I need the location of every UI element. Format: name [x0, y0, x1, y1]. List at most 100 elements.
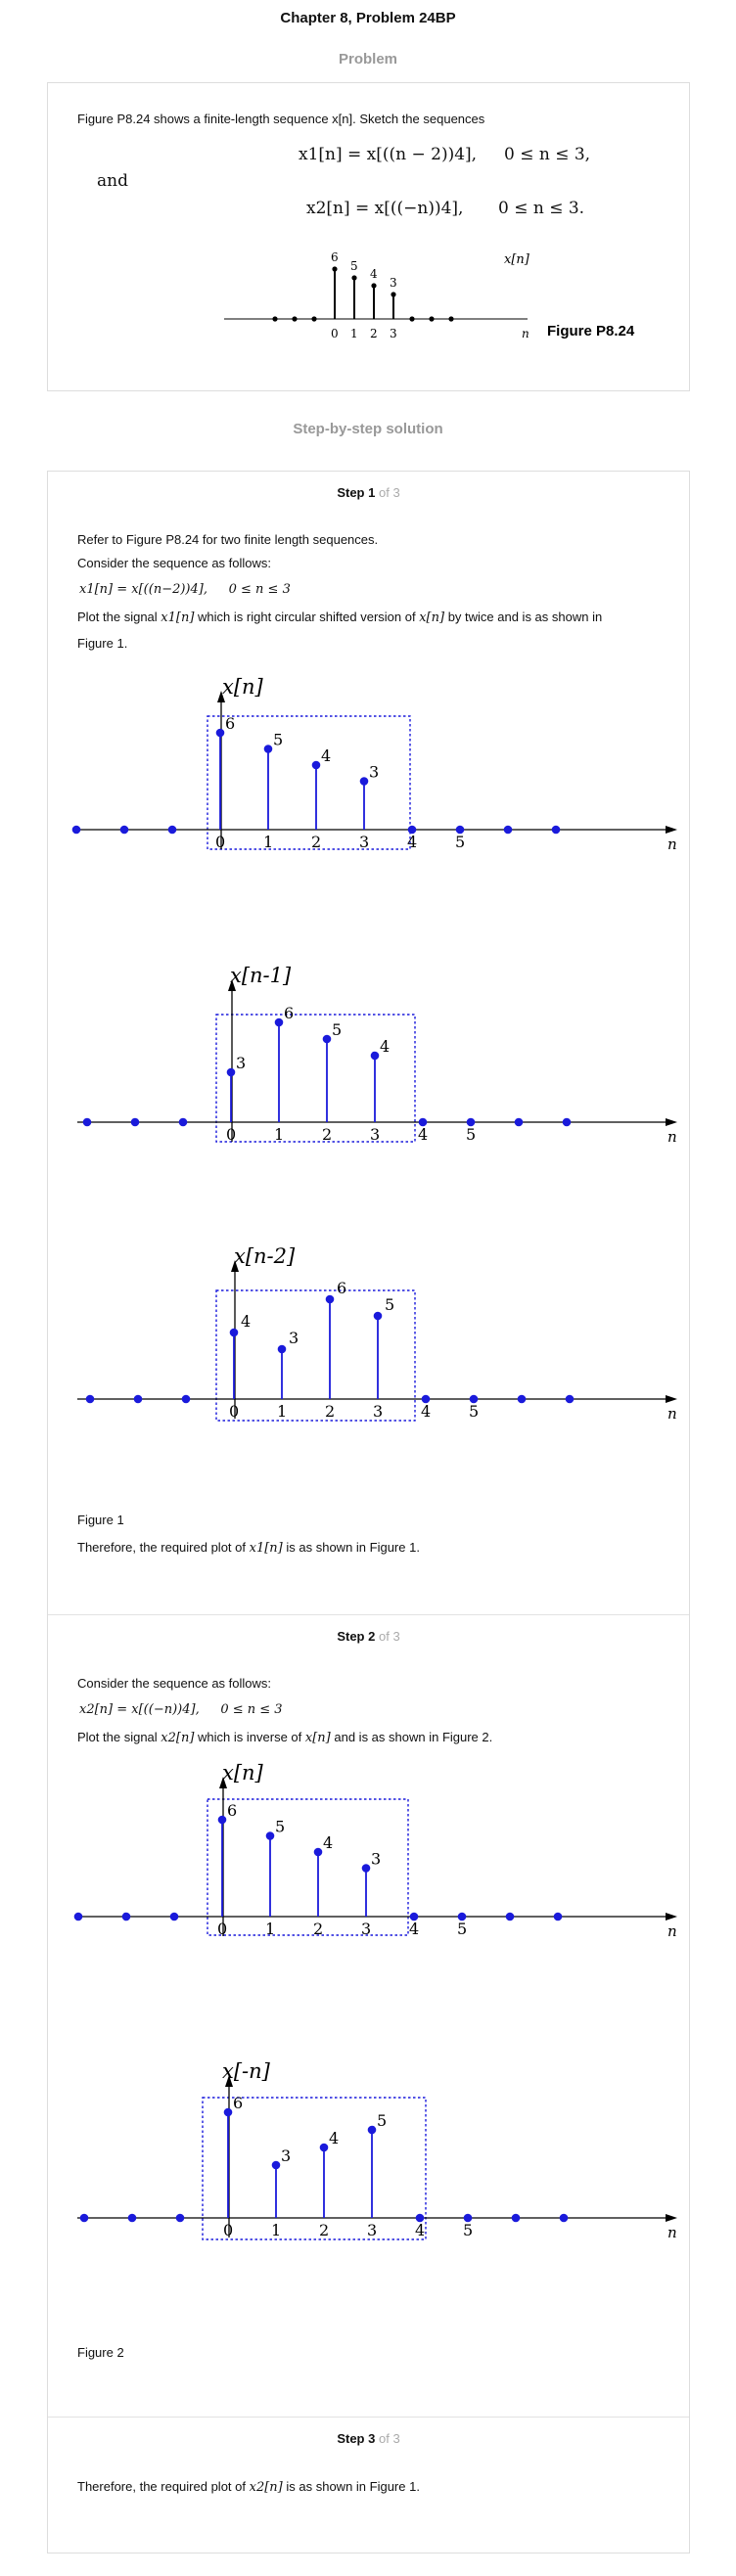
stem-point — [469, 1394, 479, 1404]
page-title: Chapter 8, Problem 24BP — [280, 10, 456, 26]
problem-eq1: x1[n] = x[((n − 2))4], — [299, 145, 478, 164]
tick-label: 1 — [271, 2221, 281, 2239]
stem-point — [421, 1394, 431, 1404]
step1-title: Step 1 of 3 — [337, 485, 400, 500]
step-divider — [48, 2417, 689, 2418]
period-box — [215, 1014, 416, 1143]
problem-value-label: 3 — [390, 276, 397, 290]
stem-point — [551, 825, 561, 835]
stem-point — [311, 760, 321, 770]
problem-zero-dot — [292, 316, 298, 322]
value-label: 6 — [284, 1004, 294, 1022]
stem-point — [319, 2143, 329, 2152]
plot-title: x[n] — [222, 1763, 264, 1785]
stem-point — [167, 825, 177, 835]
period-box — [207, 1798, 409, 1936]
tick-label: 3 — [361, 1920, 371, 1938]
x-axis-arrow — [666, 1913, 677, 1921]
step2-equation: x2[n] = x[((−n))4], 0 ≤ n ≤ 3 — [79, 1702, 283, 1717]
stem-point — [373, 1311, 383, 1321]
period-box — [202, 2097, 427, 2240]
step2-title: Step 2 of 3 — [337, 1629, 400, 1644]
stem-point — [562, 1117, 572, 1127]
problem-tick: 3 — [390, 327, 397, 340]
problem-stem-dot-1 — [351, 275, 357, 281]
tick-label: 1 — [263, 833, 273, 851]
problem-tick: 1 — [350, 327, 358, 340]
x-axis-arrow — [666, 826, 677, 834]
value-label: 4 — [323, 1833, 333, 1852]
x-axis-label: n — [667, 2224, 677, 2241]
y-axis-arrow — [219, 1777, 227, 1788]
problem-value-label: 6 — [331, 250, 339, 264]
stem-point — [277, 1344, 287, 1354]
value-label: 3 — [369, 763, 379, 782]
problem-stem-dot-3 — [391, 292, 396, 297]
stem-point — [73, 1912, 83, 1921]
stem-point — [133, 1394, 143, 1404]
stem-point — [121, 1912, 131, 1921]
problem-tick: 0 — [331, 327, 339, 340]
tick-label: 2 — [325, 1402, 335, 1421]
stem-point — [226, 1067, 236, 1077]
period-box — [207, 715, 411, 850]
stem-point — [82, 1117, 92, 1127]
problem-value-label: 5 — [350, 259, 358, 273]
stem-point — [415, 2213, 425, 2223]
plot-title: x[n-2] — [234, 1246, 296, 1268]
plot-title: x[-n] — [222, 2061, 271, 2083]
step1-p3: Plot the signal x1[n] which is right cir… — [77, 610, 603, 625]
stem-point — [181, 1394, 191, 1404]
stem-point — [455, 825, 465, 835]
x-axis-label: n — [667, 1922, 677, 1940]
value-label: 6 — [233, 2094, 243, 2112]
y-axis-arrow — [225, 2075, 233, 2087]
stem-point — [511, 2213, 521, 2223]
step1-p1: Refer to Figure P8.24 for two finite len… — [77, 532, 379, 547]
step1-p2: Consider the sequence as follows: — [77, 556, 272, 570]
tick-label: 0 — [223, 2221, 233, 2239]
value-label: 6 — [227, 1801, 237, 1820]
stem-point — [263, 745, 273, 753]
problem-and: and — [97, 171, 128, 191]
tick-label: 4 — [409, 1920, 419, 1938]
figure2-plot-x: n x[n] 6 5 4 3 0 1 2 3 4 5 — [73, 1763, 677, 1940]
tick-label: 2 — [313, 1920, 323, 1938]
tick-label: 5 — [463, 2221, 473, 2239]
problem-zero-dot — [311, 316, 317, 322]
figure2-plot-x-neg-n: n x[-n] 6 3 4 5 0 1 2 3 4 5 — [77, 2061, 677, 2241]
stem-point — [85, 1394, 95, 1404]
stem-point — [505, 1912, 515, 1921]
x-axis-arrow — [666, 2214, 677, 2222]
stem-point — [229, 1328, 239, 1337]
problem-figure: x[n] n 6 5 4 3 0 1 2 3 Figure P8.24 — [224, 250, 635, 340]
stem-point — [407, 825, 417, 835]
stem-point — [325, 1294, 335, 1304]
tick-label: 1 — [274, 1125, 284, 1144]
stem-point — [418, 1117, 428, 1127]
tick-label: 4 — [421, 1402, 431, 1421]
stem-point — [565, 1394, 575, 1404]
step3-conclusion: Therefore, the required plot of x2[n] is… — [77, 2479, 420, 2495]
tick-label: 2 — [322, 1125, 332, 1144]
value-label: 6 — [225, 714, 235, 733]
tick-label: 3 — [359, 833, 369, 851]
step2-p2: Plot the signal x2[n] which is inverse o… — [77, 1730, 493, 1745]
value-label: 5 — [275, 1818, 285, 1836]
stem-point — [322, 1034, 332, 1044]
tick-label: 0 — [215, 833, 225, 851]
value-label: 4 — [321, 746, 331, 765]
plot-title: x[n] — [222, 677, 264, 699]
problem-stem-dot-2 — [371, 283, 377, 289]
stem-point — [361, 1864, 371, 1873]
step-divider — [48, 1614, 689, 1615]
value-label: 6 — [337, 1279, 346, 1297]
x-axis-label: n — [667, 836, 677, 853]
stem-point — [367, 2125, 377, 2135]
plot-title: x[n-1] — [230, 966, 292, 987]
value-label: 4 — [329, 2129, 339, 2147]
problem-eq1-range: 0 ≤ n ≤ 3, — [504, 145, 591, 164]
stem-point — [271, 2160, 281, 2170]
x-axis-label: n — [667, 1128, 677, 1146]
stem-point — [130, 1117, 140, 1127]
